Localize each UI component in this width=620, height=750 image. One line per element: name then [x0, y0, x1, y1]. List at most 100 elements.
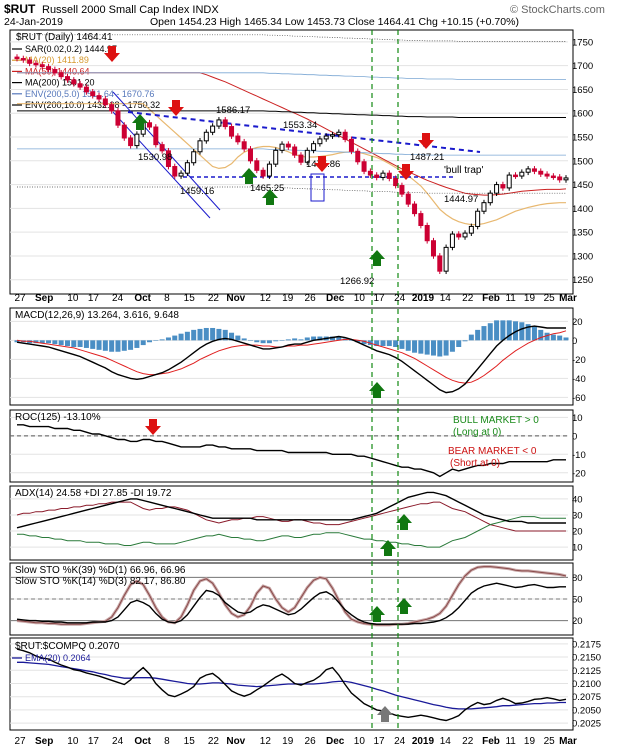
- x-axis-label-top: 19: [524, 293, 536, 304]
- macd-histogram-bar: [311, 336, 317, 341]
- x-axis-label-bottom: 26: [305, 736, 317, 747]
- macd-histogram-bar: [222, 329, 228, 341]
- macd-histogram-bar: [210, 327, 216, 341]
- price-annotation: 1530.98: [138, 152, 172, 163]
- macd-signal-line: [16, 330, 567, 384]
- ratio-panel-tick-label: 0.2025: [572, 719, 601, 730]
- candle-body: [191, 151, 197, 164]
- macd-histogram-bar: [500, 320, 506, 341]
- macd-histogram-bar: [525, 324, 531, 341]
- macd-histogram-bar: [298, 339, 304, 341]
- x-axis-label-bottom: 27: [14, 736, 26, 747]
- macd-histogram-bar: [361, 340, 367, 345]
- candle-body: [14, 56, 20, 60]
- x-axis-label-bottom: Sep: [35, 736, 53, 747]
- price-panel-tick-label: 1750: [572, 37, 593, 48]
- macd-histogram-bar: [424, 340, 430, 355]
- sell-arrow-icon: [168, 100, 184, 116]
- candle-body: [216, 119, 222, 127]
- candle-body: [292, 146, 298, 156]
- x-axis-label-top: 26: [305, 293, 317, 304]
- price-annotation: 1487.21: [410, 152, 444, 163]
- candle-body: [184, 162, 190, 174]
- candle-body: [513, 174, 519, 178]
- x-axis-label-top: 14: [440, 293, 452, 304]
- x-axis-label-bottom: 19: [282, 736, 294, 747]
- price-legend-entry: MA(200) 1591.20: [25, 78, 95, 88]
- x-axis-label-top: 22: [208, 293, 220, 304]
- macd-histogram-bar: [292, 338, 298, 341]
- candle-body: [165, 150, 171, 168]
- candle-body: [317, 138, 323, 145]
- price-panel-title: $RUT (Daily) 1464.41: [16, 32, 113, 43]
- macd-histogram-bar: [39, 340, 45, 344]
- sell-arrow-icon: [418, 133, 434, 149]
- macd-histogram-bar: [494, 320, 500, 341]
- macd-panel-frame: [9, 307, 574, 406]
- x-axis-label-top: Sep: [35, 293, 53, 304]
- candle-body: [399, 185, 405, 195]
- candle-body: [494, 184, 500, 194]
- candle-body: [96, 95, 102, 100]
- macd-histogram-bar: [147, 340, 153, 343]
- x-axis-label-top: 19: [282, 293, 294, 304]
- macd-histogram-bar: [273, 340, 279, 342]
- macd-histogram-bar: [77, 340, 83, 347]
- macd-histogram-bar: [393, 340, 399, 347]
- bull-market-note: (Long at 0): [453, 427, 501, 438]
- price-legend-entry: SAR(0.02,0.2) 1444.97: [25, 44, 117, 54]
- price-panel-tick-label: 1300: [572, 251, 593, 262]
- candle-body: [424, 225, 430, 242]
- candle-body: [304, 149, 310, 163]
- x-axis-label-top: 15: [184, 293, 196, 304]
- x-axis-label-top: 24: [112, 293, 124, 304]
- candle-body: [128, 137, 134, 147]
- macd-histogram-bar: [374, 340, 380, 347]
- macd-histogram-bar: [563, 337, 569, 341]
- macd-histogram-bar: [247, 340, 253, 341]
- candle-body: [500, 184, 506, 189]
- candle-body: [52, 68, 58, 74]
- candle-body: [437, 255, 443, 272]
- roc-panel-title: ROC(125) -13.10%: [15, 412, 101, 423]
- macd-histogram-bar: [386, 340, 392, 347]
- macd-histogram-bar: [506, 320, 512, 341]
- roc-panel-tick-label: 0: [572, 431, 577, 442]
- x-axis-label-bottom: 14: [440, 736, 452, 747]
- x-axis-label-top: 10: [354, 293, 366, 304]
- x-axis-label-bottom: 11: [505, 736, 516, 747]
- macd-histogram-bar: [235, 335, 241, 341]
- roc-panel-tick-label: 10: [572, 413, 583, 424]
- candle-body: [27, 59, 33, 64]
- sto39-title: Slow STO %K(39) %D(1) 66.96, 66.96: [15, 565, 186, 576]
- candle-body: [109, 104, 115, 112]
- macd-histogram-bar: [266, 340, 272, 344]
- candle-body: [519, 171, 525, 177]
- roc-panel-frame: [9, 409, 574, 483]
- macd-histogram-bar: [544, 332, 550, 341]
- x-axis-label-bottom: 12: [260, 736, 272, 747]
- x-axis-label-top: Mar: [559, 293, 577, 304]
- bear-market-note: (Short at 0): [450, 458, 500, 469]
- price-overlay-line: [17, 148, 566, 156]
- chart-date: 24-Jan-2019: [4, 16, 63, 28]
- ratio-panel-tick-label: 0.2150: [572, 653, 601, 664]
- bull-trap-annotation: 'bull trap': [444, 165, 483, 176]
- macd-histogram-bar: [348, 340, 354, 341]
- candle-body: [475, 210, 481, 227]
- buy-arrow-icon: [396, 598, 412, 614]
- x-axis-label-top: 25: [544, 293, 556, 304]
- price-annotation: 1266.92: [340, 276, 374, 287]
- macd-histogram-bar: [52, 340, 58, 345]
- macd-histogram-bar: [159, 339, 165, 341]
- watermark: © StockCharts.com: [510, 4, 605, 16]
- candle-body: [203, 131, 209, 142]
- macd-histogram-bar: [412, 340, 418, 353]
- channel-line: [112, 111, 211, 219]
- price-overlay-line: [17, 110, 566, 118]
- macd-histogram-bar: [538, 329, 544, 341]
- candle-body: [254, 160, 260, 171]
- price-panel-tick-label: 1250: [572, 275, 593, 286]
- macd-histogram-bar: [380, 340, 386, 347]
